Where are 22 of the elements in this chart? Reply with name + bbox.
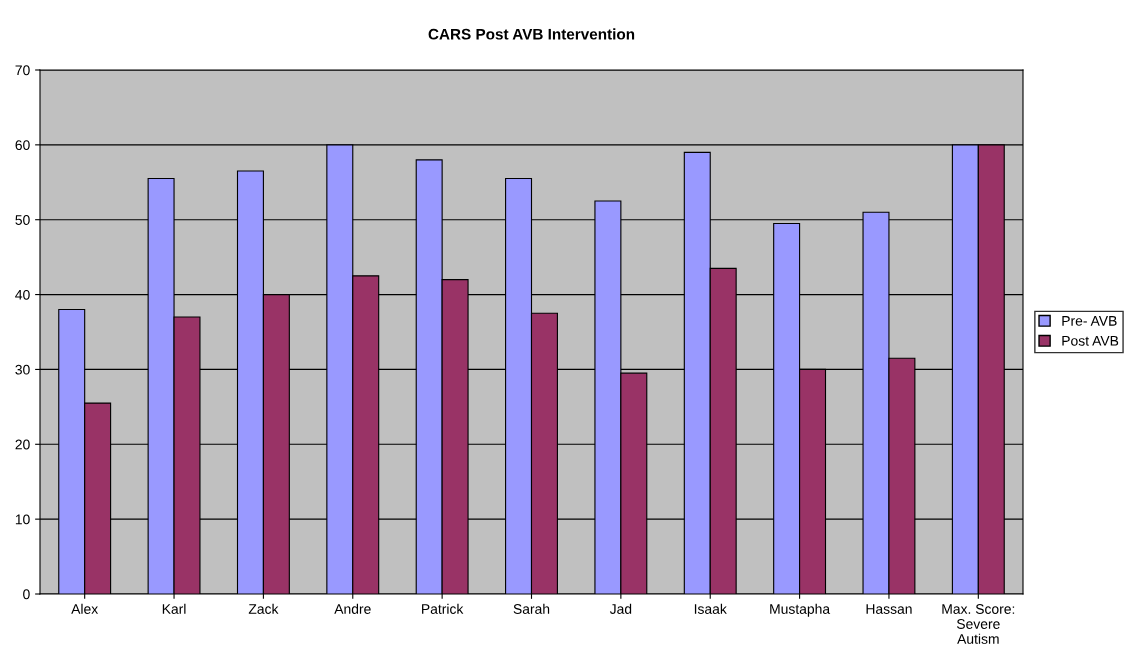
legend-label: Post AVB [1062,336,1119,346]
x-tick-label: Alex [71,603,99,614]
x-tick-label: Zack [248,603,279,614]
x-tick-label: Jad [609,603,632,614]
y-tick-label: 20 [15,439,30,450]
y-tick-label: 40 [15,289,30,300]
y-tick-label: 60 [15,140,30,151]
y-tick-label: 70 [15,65,30,76]
x-tick-label: Mustapha [770,603,831,617]
x-tick-label: Patrick [422,603,464,614]
x-tick-label: Max. Score: Severe Autism [942,604,1015,644]
chart-title: CARS Post AVB Intervention [428,28,635,40]
x-tick-label: Sarah [513,603,550,614]
x-tick-label: Isaak [694,603,727,614]
y-tick-label: 50 [15,215,30,225]
x-tick-label: Andre [334,603,371,614]
legend-label: Pre- AVB [1062,316,1117,326]
y-tick-label: 30 [15,364,30,375]
y-tick-label: 0 [23,589,30,600]
x-tick-label: Karl [162,603,186,614]
x-tick-label: Hassan [866,604,912,614]
y-tick-label: 10 [15,514,30,525]
